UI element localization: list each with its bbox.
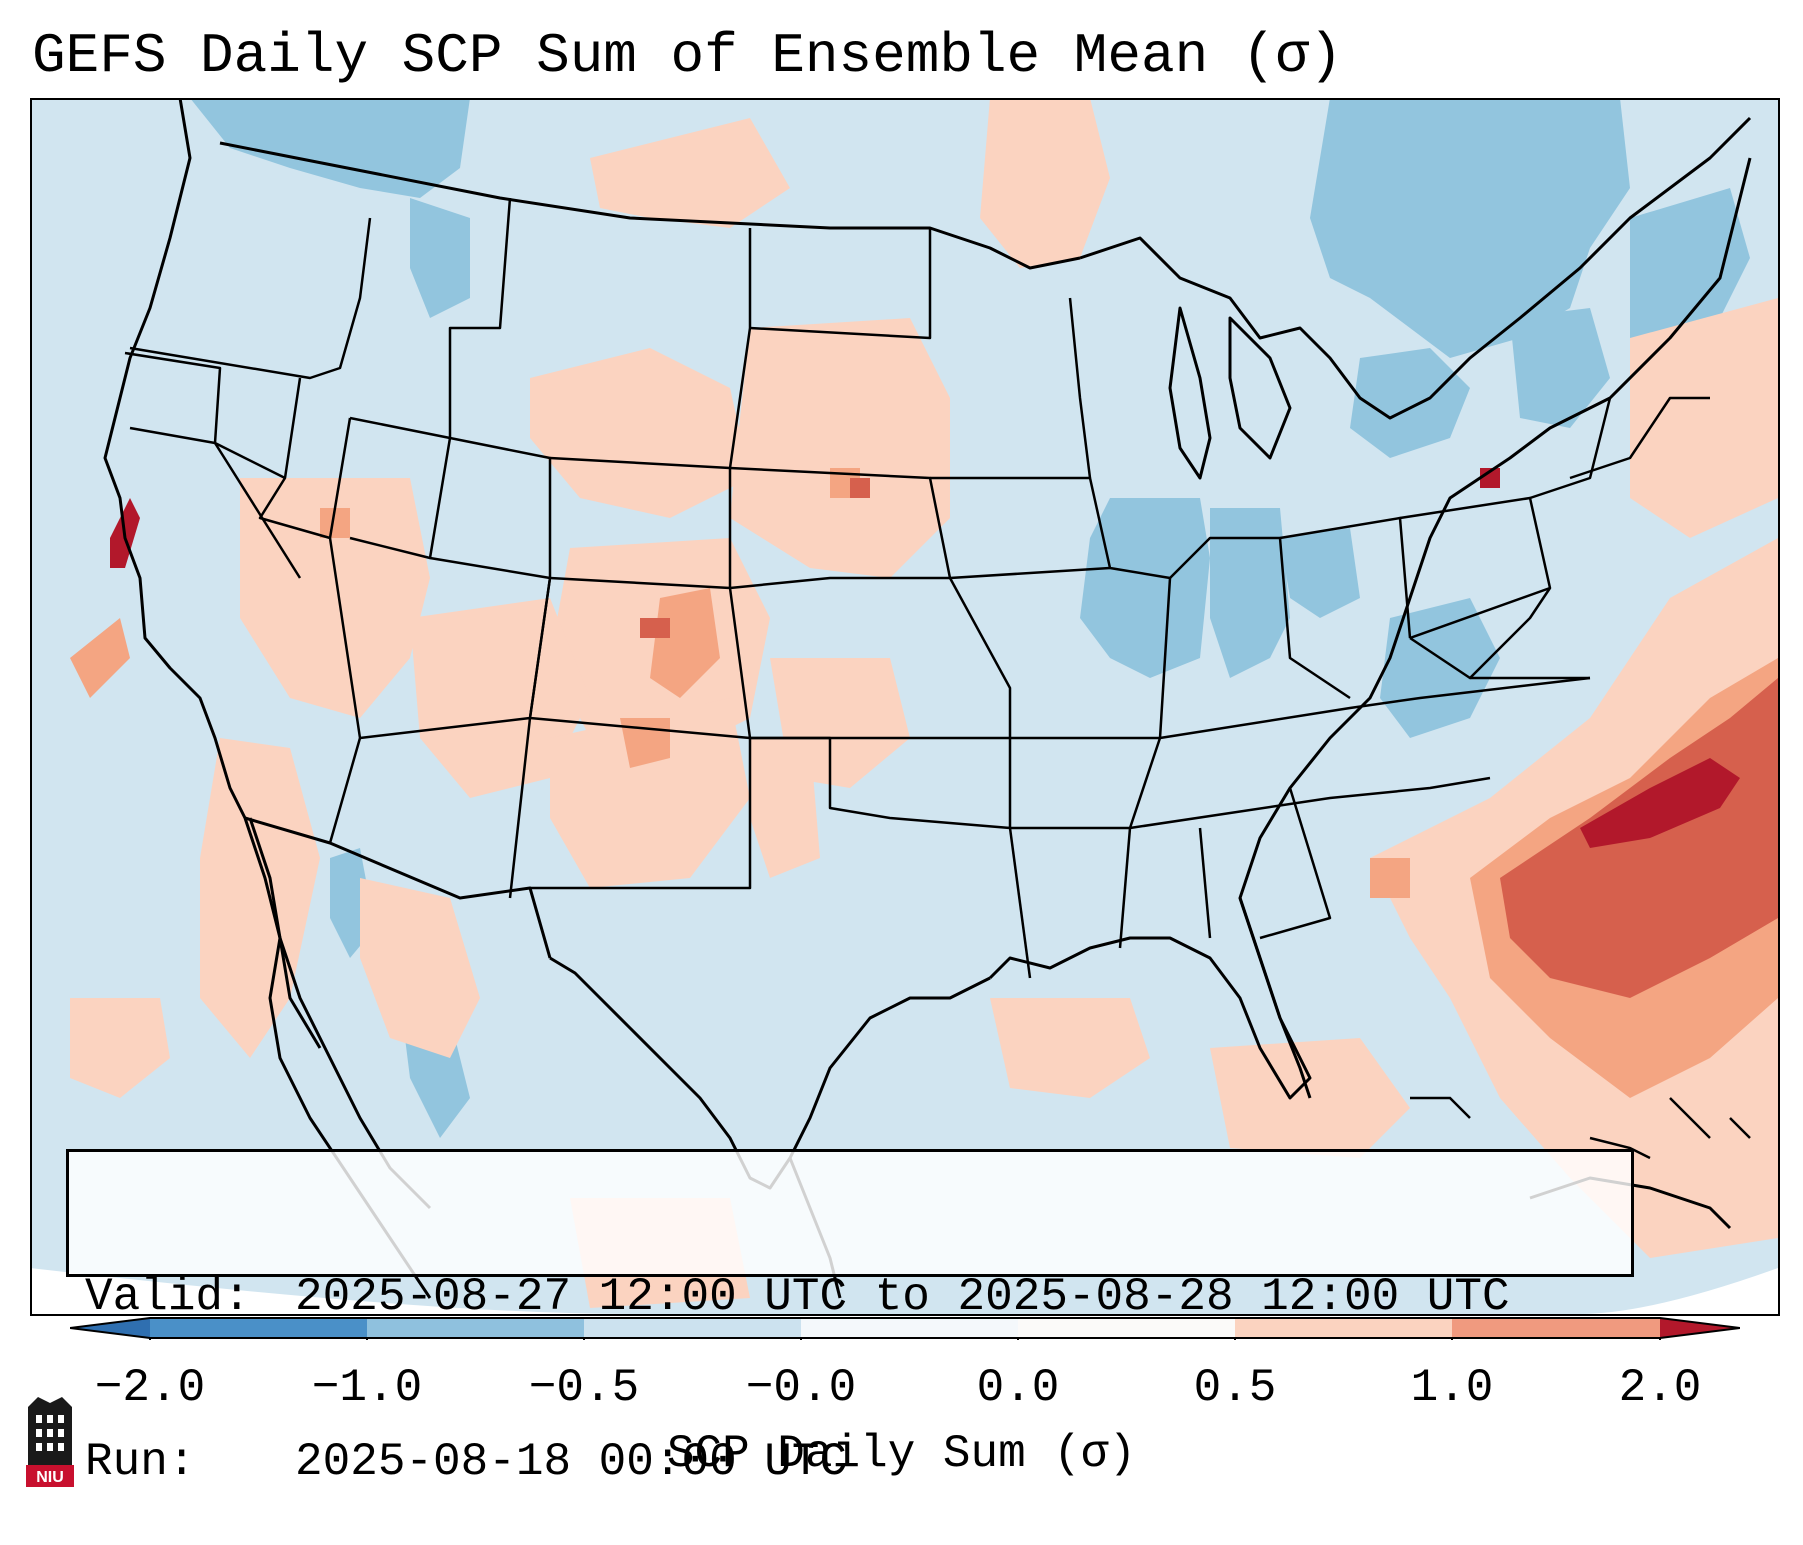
colorbar-bin-1 bbox=[150, 1318, 367, 1338]
colorbar-tick-label: −0.0 bbox=[745, 1362, 857, 1414]
valid-run-info-box: Valid: 2025-08-27 12:00 UTC to 2025-08-28… bbox=[66, 1149, 1634, 1488]
niu-logo: NIU bbox=[26, 1397, 74, 1487]
baja-california bbox=[248, 817, 322, 1049]
lake-huron-michigan-east bbox=[1228, 316, 1292, 460]
east-coast bbox=[988, 157, 1752, 1100]
colorbar-bin-4 bbox=[801, 1318, 1018, 1338]
chart-title: GEFS Daily SCP Sum of Ensemble Mean (σ) bbox=[32, 24, 1343, 88]
colorbar-tick-label: −0.5 bbox=[528, 1362, 640, 1414]
run-value: 2025-08-18 00:00 UTC bbox=[295, 1436, 848, 1488]
colorbar-tick-label: −2.0 bbox=[94, 1362, 206, 1414]
colorbar-bin-6 bbox=[1235, 1318, 1452, 1338]
colorbar-ticks bbox=[149, 1338, 1661, 1340]
positive-anomaly-cells bbox=[70, 98, 1778, 1308]
run-row: Run: 2025-08-18 00:00 UTC bbox=[85, 1435, 1615, 1490]
us-west-coast bbox=[103, 98, 432, 1210]
florida bbox=[1238, 897, 1312, 1099]
negative-anomaly-cells bbox=[190, 98, 1750, 1138]
colorbar bbox=[70, 1317, 1740, 1340]
projection-edge-left bbox=[30, 1268, 630, 1314]
canada-us-border bbox=[219, 141, 1081, 270]
colorbar-tick-label: 0.5 bbox=[1193, 1362, 1277, 1414]
mexico-border bbox=[244, 816, 552, 959]
colorbar-tick-label: 0.0 bbox=[976, 1362, 1060, 1414]
islands bbox=[1410, 1096, 1751, 1160]
colorbar-extend-low bbox=[70, 1318, 150, 1338]
colorbar-tick-label: −1.0 bbox=[311, 1362, 423, 1414]
run-label: Run: bbox=[85, 1436, 196, 1488]
colorbar-bin-5 bbox=[1018, 1318, 1235, 1338]
colorbar-bin-7 bbox=[1452, 1318, 1660, 1338]
logo-text: NIU bbox=[36, 1469, 64, 1486]
colorbar-bin-2 bbox=[367, 1318, 584, 1338]
map-panel bbox=[30, 98, 1778, 1314]
map-svg bbox=[30, 98, 1778, 1314]
valid-label: Valid: bbox=[85, 1271, 251, 1323]
valid-value: 2025-08-27 12:00 UTC to 2025-08-28 12:00… bbox=[295, 1271, 1510, 1323]
colorbar-label: SCP Daily Sum (σ) bbox=[666, 1428, 1137, 1480]
lake-michigan bbox=[1168, 306, 1212, 480]
colorbar-extend-high bbox=[1660, 1318, 1740, 1338]
colorbar-tick-label: 2.0 bbox=[1618, 1362, 1702, 1414]
state-borders bbox=[124, 197, 1710, 979]
great-lakes-outline bbox=[1079, 116, 1752, 420]
projection-edge-right bbox=[1580, 1268, 1778, 1314]
anomaly-field bbox=[70, 98, 1778, 1308]
colorbar-tick-label: 1.0 bbox=[1410, 1362, 1494, 1414]
valid-row: Valid: 2025-08-27 12:00 UTC to 2025-08-28… bbox=[85, 1270, 1615, 1325]
colorbar-bin-3 bbox=[584, 1318, 801, 1338]
